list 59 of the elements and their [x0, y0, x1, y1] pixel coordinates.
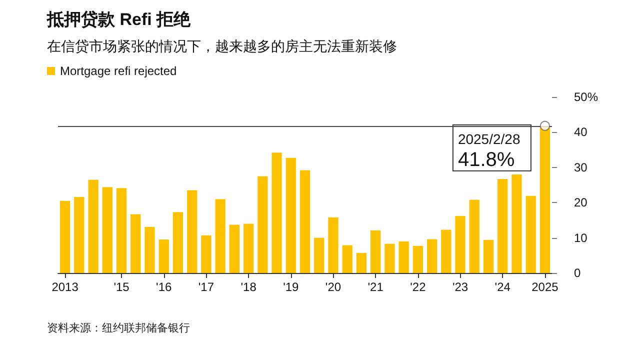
- y-tick-label: 50%: [574, 90, 598, 104]
- bar: [469, 200, 480, 273]
- x-tick-label: '19: [283, 280, 300, 294]
- bar: [483, 240, 494, 273]
- bar: [498, 179, 508, 273]
- y-tick-label: 0: [574, 266, 581, 280]
- bar: [426, 239, 438, 273]
- bar: [526, 196, 536, 273]
- bar: [201, 235, 212, 273]
- bar: [384, 244, 395, 273]
- bar: [187, 190, 198, 273]
- bar: [455, 216, 466, 273]
- text: 资料来源：纽约联邦储备银行: [47, 322, 190, 334]
- y-tick-label: 40: [574, 125, 588, 140]
- bar: [172, 212, 184, 273]
- x-tick-label: '20: [325, 280, 342, 294]
- chart-title: 抵押贷款 Refi 拒绝: [46, 10, 192, 29]
- bar: [272, 152, 282, 273]
- bar: [74, 196, 84, 273]
- bar: [356, 252, 367, 273]
- x-tick-label: '24: [494, 280, 511, 294]
- bar: [215, 199, 226, 273]
- bar: [88, 180, 98, 273]
- bar: [144, 226, 155, 273]
- x-tick-label: '23: [452, 280, 468, 294]
- x-tick-label: '18: [240, 280, 257, 294]
- y-tick-label: 20: [574, 196, 588, 210]
- annotation: 41.8%: [458, 148, 515, 171]
- x-tick-label: 2013: [52, 280, 79, 294]
- y-tick-label: 30: [574, 160, 588, 174]
- x-tick-label: '22: [410, 280, 426, 294]
- bar: [412, 246, 423, 273]
- x-tick-label: '21: [368, 280, 384, 294]
- bar: [398, 241, 409, 273]
- annotation: 2025/2/28: [458, 130, 520, 147]
- bar: [314, 238, 324, 273]
- x-tick-label: 2025: [532, 280, 559, 294]
- bar: [286, 158, 296, 273]
- bar: [328, 217, 338, 273]
- x-tick-label: '15: [114, 280, 130, 294]
- bar: [229, 224, 240, 273]
- bar: [512, 174, 522, 273]
- bar: [158, 240, 169, 273]
- bar: [116, 188, 127, 273]
- bar: [342, 245, 352, 273]
- chart-subtitle: 在信贷市场紧张的情况下，越来越多的房主无法重新装修: [47, 38, 397, 54]
- legend-label: Mortgage refi rejected: [60, 64, 177, 78]
- bar: [370, 230, 381, 273]
- x-tick-label: '16: [156, 280, 172, 294]
- bar: [540, 126, 550, 273]
- bar: [258, 176, 268, 273]
- bar: [130, 214, 141, 273]
- bar: [102, 187, 112, 273]
- y-tick-label: 10: [574, 230, 588, 245]
- bar: [300, 170, 310, 273]
- x-tick-label: '17: [198, 280, 214, 294]
- bar: [441, 230, 452, 273]
- bar: [60, 200, 70, 273]
- bar: [243, 224, 254, 273]
